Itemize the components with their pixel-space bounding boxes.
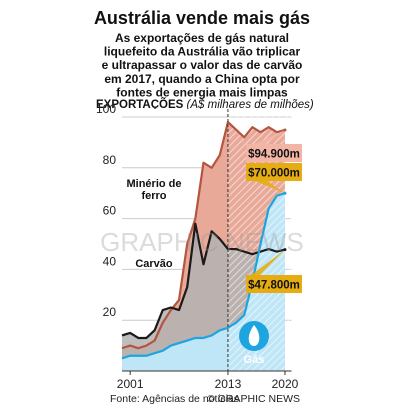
end-point bbox=[283, 191, 287, 195]
source: Fonte: Agências de notícias bbox=[110, 393, 239, 405]
value-label-box bbox=[246, 163, 302, 181]
y-tick-label: 80 bbox=[103, 153, 117, 167]
x-tick-label: 2013 bbox=[215, 377, 242, 391]
y-axis-label: EXPORTAÇÕES (A$ milhares de milhões) bbox=[96, 98, 314, 111]
end-point bbox=[283, 248, 287, 252]
value-label: $70.000m bbox=[248, 168, 300, 180]
series-line bbox=[121, 120, 286, 350]
end-point bbox=[283, 128, 287, 132]
value-label: $94.900m bbox=[248, 149, 300, 161]
flame bbox=[248, 325, 260, 346]
y-label-units: (A$ milhares de milhões) bbox=[187, 99, 314, 111]
x-tick-label: 2001 bbox=[117, 377, 144, 391]
series-name: Gás bbox=[243, 354, 265, 366]
series-name: Minério de ferro bbox=[126, 178, 182, 202]
x-tick-label: 2020 bbox=[272, 377, 299, 391]
y-tick-label: 40 bbox=[103, 254, 117, 268]
series-line bbox=[121, 192, 286, 360]
subtitle-line: As exportações de gás natural bbox=[115, 31, 289, 45]
watermark: GRAPHIC NEWS bbox=[100, 227, 304, 257]
value-label-box bbox=[246, 275, 302, 293]
series-name: Carvão bbox=[135, 258, 173, 270]
y-tick-label: 100 bbox=[96, 102, 116, 116]
y-tick-label: 20 bbox=[103, 305, 117, 319]
subtitle-line: liquefeito da Austrália vão triplicar bbox=[104, 45, 301, 59]
value-label-box bbox=[246, 144, 302, 162]
credit: © GRAPHIC NEWS bbox=[207, 393, 300, 405]
value-label: $47.800m bbox=[248, 280, 300, 292]
chart-title: Austrália vende mais gás bbox=[94, 8, 310, 28]
subtitle-line: fontes de energia mais limpas bbox=[116, 85, 288, 99]
y-tick-label: 60 bbox=[103, 204, 117, 218]
subtitle-line: em 2017, quando a China opta por bbox=[104, 72, 300, 86]
y-label: EXPORTAÇÕES bbox=[96, 98, 184, 111]
subtitle-line: e ultrapassar o valor das de carvão bbox=[102, 58, 303, 72]
